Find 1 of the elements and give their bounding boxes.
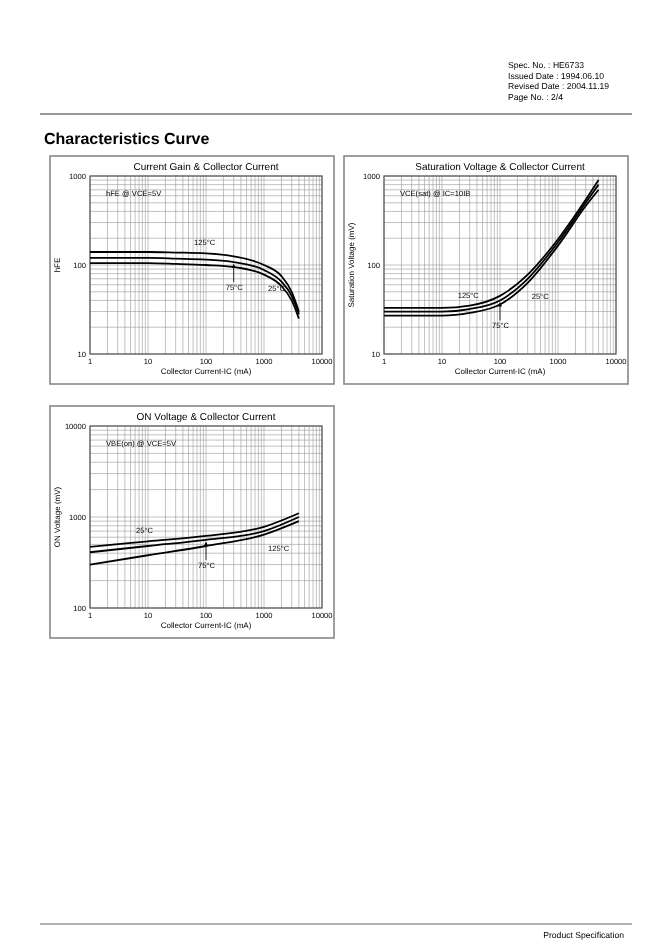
text: Characteristics Curve <box>44 130 211 148</box>
